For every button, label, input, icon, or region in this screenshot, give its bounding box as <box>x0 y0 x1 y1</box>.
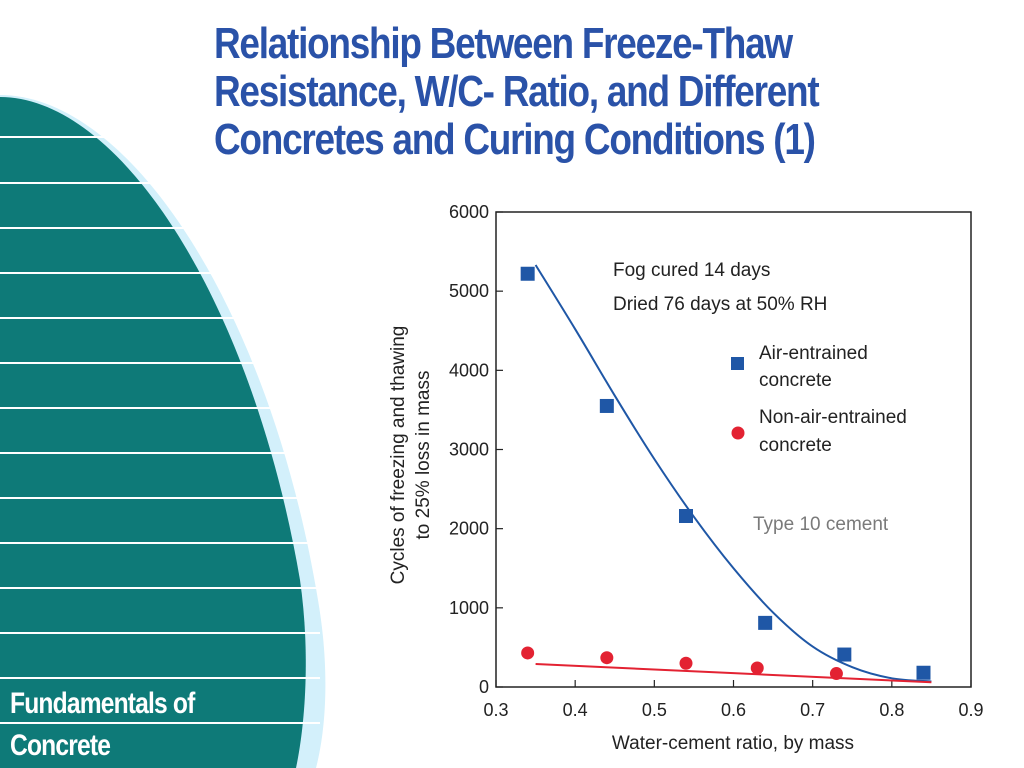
x-tick-label-3: 0.6 <box>721 700 746 720</box>
y-tick-label-6: 6000 <box>449 202 489 222</box>
y-tick-label-2: 2000 <box>449 519 489 539</box>
data-points <box>520 266 931 681</box>
y-tick-label-5: 5000 <box>449 281 489 301</box>
y-tick-label-4: 4000 <box>449 360 489 380</box>
x-axis-title: Water-cement ratio, by mass <box>612 733 854 754</box>
x-tick-label-5: 0.8 <box>879 700 904 720</box>
point-series-1-4 <box>829 667 843 681</box>
y-axis-title-line-2: to 25% loss in mass <box>413 371 434 540</box>
x-axis: 0.3 0.4 0.5 0.6 0.7 0.8 0.9 <box>483 680 984 720</box>
fit-curves <box>534 264 932 684</box>
point-series-0-5 <box>916 665 931 680</box>
footer-label: Fundamentals of Concrete <box>10 683 195 767</box>
fit-curve-series-0 <box>534 264 932 683</box>
point-series-1-2 <box>679 656 693 670</box>
y-tick-label-3: 3000 <box>449 440 489 460</box>
plot-frame <box>495 211 972 688</box>
title-line-3: Concretes and Curing Conditions (1) <box>214 115 816 164</box>
legend-marker-non-air-entrained <box>731 426 745 440</box>
title-line-1: Relationship Between Freeze-Thaw <box>214 19 793 68</box>
x-tick-label-6: 0.9 <box>958 700 983 720</box>
legend-label-air-entrained-line-2: concrete <box>759 370 832 391</box>
x-tick-label-1: 0.4 <box>563 700 588 720</box>
annotation-dried: Dried 76 days at 50% RH <box>613 294 827 315</box>
legend-marker-air-entrained <box>731 357 744 370</box>
point-series-0-1 <box>599 398 614 413</box>
annotation-fog-cured: Fog cured 14 days <box>613 260 770 281</box>
point-series-0-3 <box>758 615 773 630</box>
footer-line-1: Fundamentals of <box>10 687 195 720</box>
footer-line-2: Concrete <box>10 729 111 762</box>
x-tick-label-2: 0.5 <box>642 700 667 720</box>
point-series-1-0 <box>521 646 535 660</box>
legend: Air-entrained concrete Non-air-entrained… <box>731 343 907 456</box>
legend-label-non-air-entrained-line-1: Non-air-entrained <box>759 407 907 428</box>
y-tick-label-0: 0 <box>479 677 489 697</box>
y-axis-title-line-1: Cycles of freezing and thawing <box>388 326 409 585</box>
title-line-2: Resistance, W/C- Ratio, and Different <box>214 67 820 116</box>
point-series-1-3 <box>750 661 764 675</box>
slide-title: Relationship Between Freeze-Thaw Resista… <box>214 20 886 164</box>
x-tick-label-0: 0.3 <box>483 700 508 720</box>
point-series-0-2 <box>679 509 693 523</box>
point-series-1-1 <box>600 651 614 665</box>
x-tick-label-4: 0.7 <box>800 700 825 720</box>
y-tick-label-1: 1000 <box>449 598 489 618</box>
legend-label-air-entrained-line-1: Air-entrained <box>759 343 868 364</box>
point-series-0-4 <box>837 647 852 662</box>
y-axis: 0 1000 2000 3000 4000 5000 6000 <box>449 202 503 697</box>
fit-curve-series-1 <box>535 663 932 684</box>
legend-label-non-air-entrained-line-2: concrete <box>759 435 832 456</box>
point-series-0-0 <box>520 266 535 281</box>
cement-type-note: Type 10 cement <box>753 514 889 535</box>
